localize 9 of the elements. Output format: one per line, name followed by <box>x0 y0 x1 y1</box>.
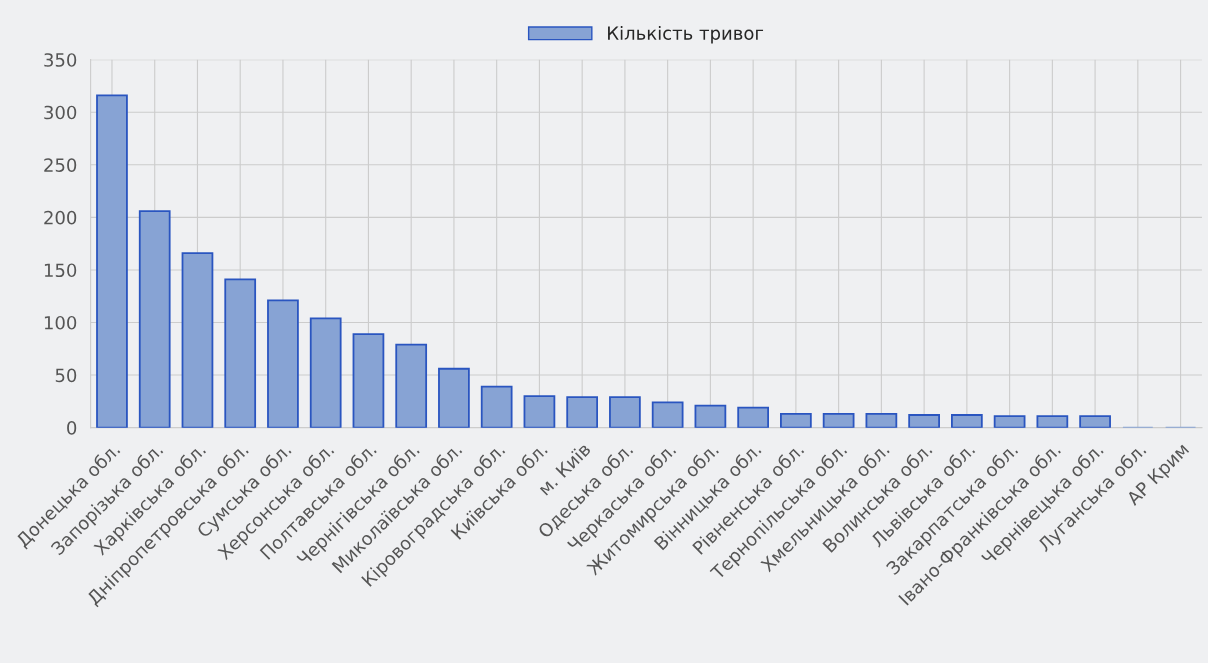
y-tick-label: 0 <box>67 421 77 435</box>
y-tick-label: 50 <box>55 368 77 383</box>
y-tick-label: 200 <box>44 210 77 225</box>
legend-label: Кількість тривог <box>608 25 764 44</box>
y-tick-label: 250 <box>44 158 77 172</box>
y-tick-label: 350 <box>44 53 77 67</box>
y-tick-label: 150 <box>44 263 77 278</box>
y-tick-label: 300 <box>44 105 77 120</box>
y-tick-label: 100 <box>44 315 77 330</box>
